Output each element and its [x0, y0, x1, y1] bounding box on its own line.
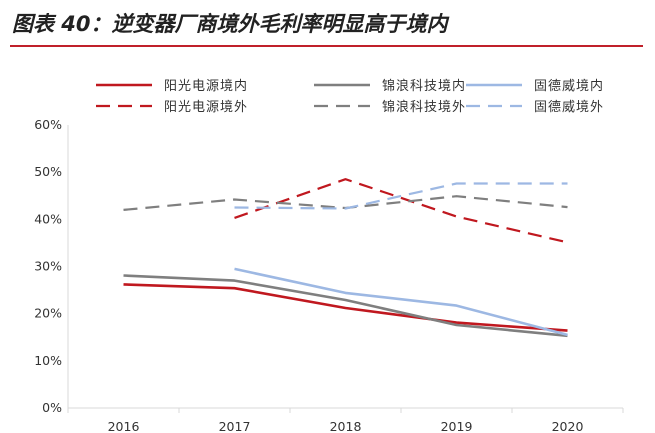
legend-label: 固德威境外	[534, 100, 604, 115]
y-tick-label: 0%	[42, 400, 62, 415]
legend-label: 阳光电源境内	[164, 78, 248, 94]
y-tick-label: 30%	[34, 259, 62, 274]
series-line-4	[234, 178, 568, 244]
title-divider	[10, 45, 643, 47]
y-tick-label: 60%	[34, 117, 62, 132]
y-tick-label: 50%	[34, 164, 62, 179]
x-tick-label: 2018	[330, 419, 362, 433]
legend-label: 阳光电源境外	[164, 100, 248, 115]
y-tick-label: 20%	[34, 306, 62, 321]
legend-label: 锦浪科技境外	[382, 100, 466, 115]
x-tick-label: 2016	[108, 419, 140, 433]
series-line-1	[123, 283, 568, 332]
figure-title: 图表 40：逆变器厂商境外毛利率明显高于境内	[12, 12, 448, 36]
series-line-6	[234, 182, 568, 210]
legend-label: 固德威境内	[534, 78, 604, 94]
y-tick-labels: 0% 10% 20% 30% 40% 50% 60%	[34, 117, 62, 415]
x-tick-labels: 2016 2017 2018 2019 2020	[108, 419, 584, 433]
x-tick-label: 2017	[219, 419, 251, 433]
y-tick-label: 40%	[34, 211, 62, 226]
series-line-3	[234, 267, 568, 337]
x-tick-label: 2019	[441, 419, 473, 433]
axes	[67, 125, 624, 413]
series-line-2	[123, 274, 568, 338]
x-tick-label: 2020	[552, 419, 584, 433]
legend-label: 锦浪科技境内	[382, 78, 466, 94]
series-lines	[123, 178, 568, 338]
y-tick-label: 10%	[34, 353, 62, 368]
